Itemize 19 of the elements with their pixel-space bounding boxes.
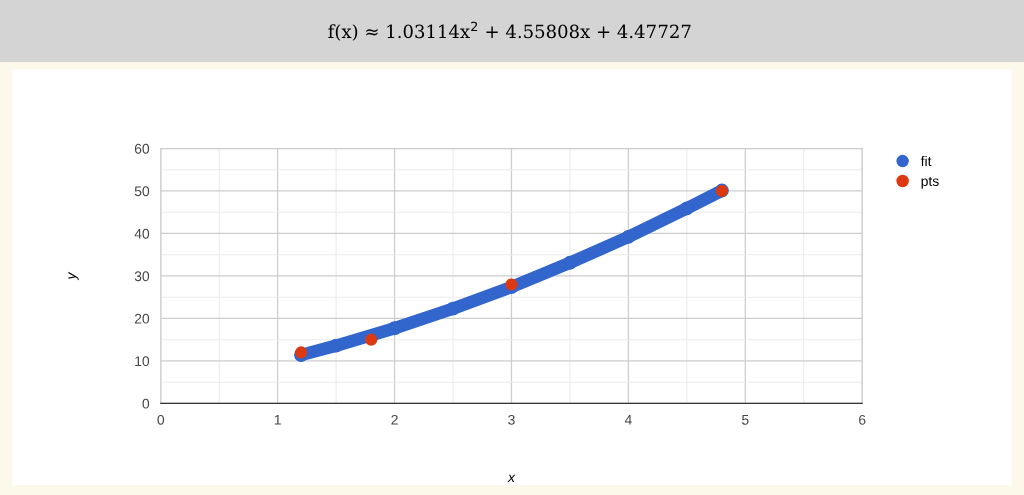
x-axis-title: x	[507, 474, 516, 482]
x-tick-label: 1	[274, 415, 281, 425]
y-tick-label: 10	[135, 356, 150, 367]
y-tick-label: 20	[134, 313, 150, 324]
x-tick-label: 2	[391, 414, 398, 425]
x-tick-label: 4	[624, 415, 632, 425]
y-tick-label: 0	[142, 398, 150, 409]
y-tick-label: 40	[134, 228, 150, 239]
chart-title: f(x) ≈ 1.03114x$^{2}$ + 4.55808x + 4.47727	[328, 21, 691, 41]
legend-label: fit	[920, 155, 932, 167]
y-tick-label: 30	[134, 271, 150, 282]
legend-label: pts	[921, 176, 939, 189]
y-axis-title: y	[68, 271, 79, 281]
y-tick-label: 50	[134, 186, 150, 197]
y-tick-label: 60	[134, 143, 150, 154]
x-tick-label: 0	[157, 414, 165, 425]
x-tick-label: 6	[859, 414, 866, 425]
x-tick-label: 3	[508, 414, 515, 425]
x-tick-label: 5	[742, 415, 749, 425]
